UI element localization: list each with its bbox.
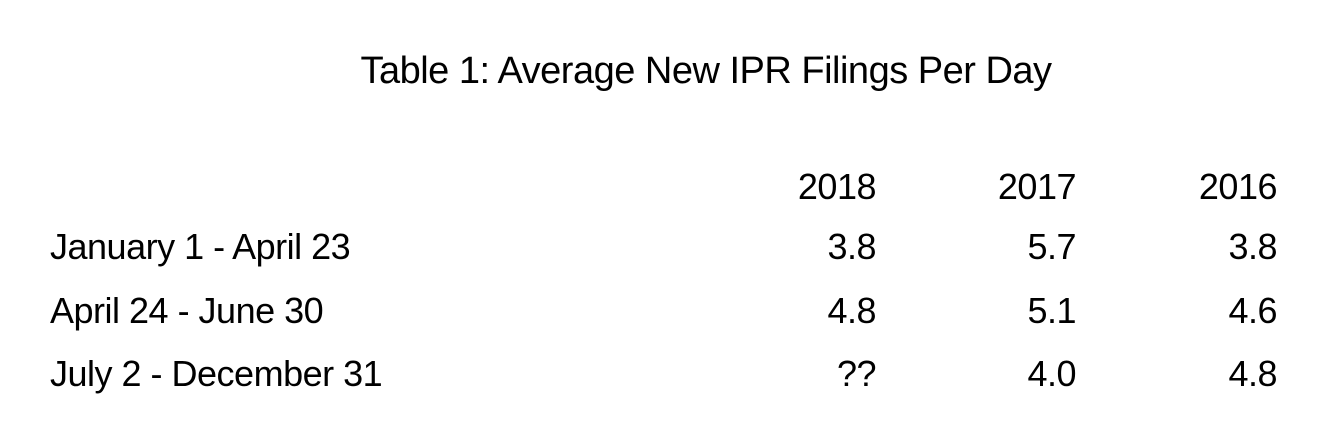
row-label: April 24 - June 30 (50, 290, 324, 331)
table-cell: 4.8 (827, 290, 876, 331)
table-row: January 1 - April 23 3.8 5.7 3.8 (0, 226, 1332, 276)
column-header: 2018 (797, 166, 877, 207)
table-row: April 24 - June 30 4.8 5.1 4.6 (0, 290, 1332, 340)
column-header: 2016 (1198, 166, 1278, 207)
row-label: July 2 - December 31 (50, 353, 383, 394)
table-cell: 4.0 (1027, 353, 1076, 394)
table-cell: 4.8 (1228, 353, 1277, 394)
table-cell: 5.7 (1027, 226, 1076, 267)
table-title: Table 1: Average New IPR Filings Per Day (360, 50, 1052, 92)
table-cell: 4.6 (1228, 290, 1277, 331)
table-cell: 3.8 (1228, 226, 1277, 267)
table-row: July 2 - December 31 ?? 4.0 4.8 (0, 353, 1332, 403)
table-header-row: 2018 2017 2016 (0, 166, 1332, 216)
row-label: January 1 - April 23 (50, 226, 351, 267)
table-cell: ?? (836, 353, 877, 394)
table-cell: 5.1 (1027, 290, 1076, 331)
column-header: 2017 (997, 166, 1077, 207)
table-cell: 3.8 (827, 226, 876, 267)
